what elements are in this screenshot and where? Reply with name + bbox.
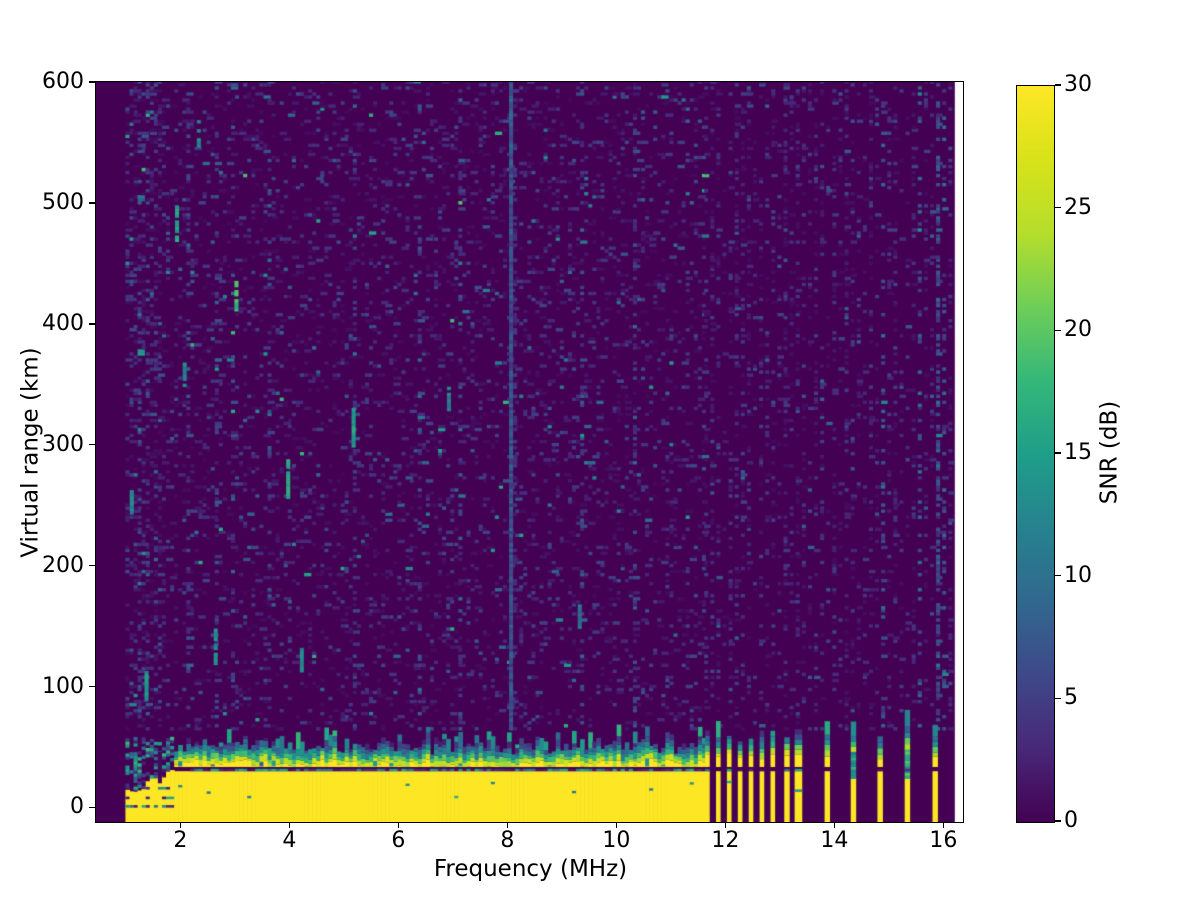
x-tick-label: 4 [282,828,297,853]
y-tick-label: 100 [42,673,84,699]
x-tick-mark [179,822,182,828]
colorbar-tick-mark [1055,206,1061,209]
colorbar-label: SNR (dB) [1096,400,1123,505]
colorbar-tick-mark [1055,84,1061,86]
x-tick-mark [942,822,945,828]
x-tick-label: 10 [602,828,631,853]
x-tick-mark [724,822,727,828]
y-tick-label: 0 [70,794,84,820]
x-tick-label: 16 [929,828,958,853]
colorbar-tick-label: 15 [1064,440,1092,465]
y-tick-label: 300 [42,431,84,457]
heatmap-canvas [96,81,963,822]
x-tick-label: 6 [391,828,406,853]
x-tick-mark [615,822,618,828]
colorbar-tick-mark [1055,697,1061,700]
colorbar-tick-label: 5 [1064,685,1078,711]
x-tick-mark [506,822,509,828]
y-tick-label: 200 [42,552,84,578]
x-tick-label: 2 [173,828,188,853]
x-tick-label: 14 [820,828,849,853]
colorbar-tick-label: 0 [1064,808,1078,833]
x-tick-label: 8 [500,828,515,853]
x-axis-label: Frequency (MHz) [433,856,628,882]
colorbar-tick-mark [1055,574,1061,577]
y-tick-mark [89,202,95,204]
colorbar-tick-label: 30 [1064,72,1092,97]
colorbar [1016,85,1055,823]
colorbar-tick-mark [1055,452,1061,454]
y-axis-label: Virtual range (km) [17,347,44,558]
x-tick-label: 12 [711,828,740,853]
plot-axes [95,80,964,823]
colorbar-tick-label: 20 [1064,317,1092,343]
x-tick-mark [397,822,400,828]
x-tick-mark [833,822,836,828]
y-tick-mark [89,81,95,83]
colorbar-tick-label: 10 [1064,562,1092,588]
y-tick-label: 500 [42,189,84,215]
y-tick-mark [89,685,95,688]
colorbar-tick-mark [1055,329,1061,332]
y-tick-mark [89,806,95,809]
y-tick-mark [89,443,95,446]
y-tick-mark [89,564,95,567]
y-tick-label: 600 [42,69,84,94]
colorbar-tick-mark [1055,820,1061,822]
y-tick-label: 400 [42,310,84,336]
x-tick-mark [288,822,291,828]
y-tick-mark [89,323,95,325]
colorbar-tick-label: 25 [1064,194,1092,220]
